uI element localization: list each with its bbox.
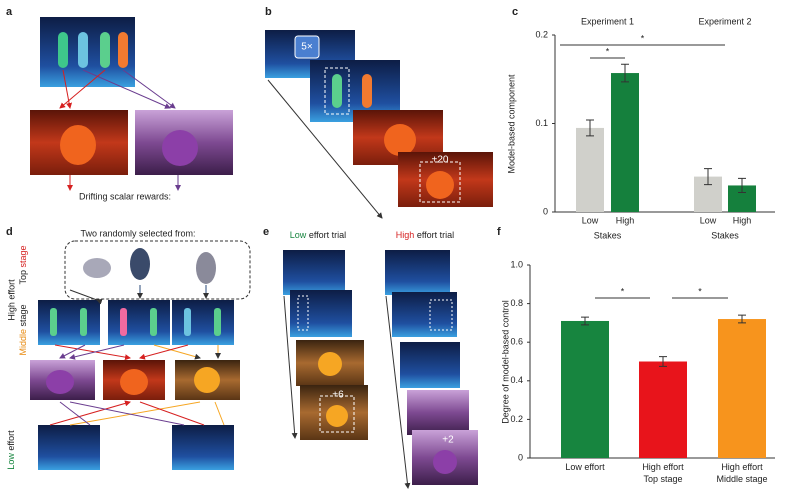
stage-label: Top stage [18, 245, 28, 284]
y-tick-label: 0 [543, 206, 548, 216]
group-label: Experiment 1 [581, 16, 634, 26]
panel-label: b [265, 6, 272, 18]
reward-label: +20 [432, 155, 449, 166]
panel-label: d [6, 226, 13, 238]
reward-label: +6 [332, 390, 344, 401]
bar [561, 320, 609, 458]
y-tick-label: 0.4 [510, 375, 523, 385]
significance-star: * [641, 33, 645, 43]
stage-label: High effort [6, 279, 16, 321]
reward-label: +2 [442, 435, 454, 446]
error-bar [738, 314, 746, 324]
bar [639, 361, 687, 458]
x-tick-label-line: Top stage [643, 474, 682, 484]
error-bar [738, 177, 746, 194]
x-tick-label: Low effort [565, 462, 605, 472]
bar [718, 319, 766, 458]
panel-d-graphics [30, 240, 251, 470]
y-tick-label: 0.2 [535, 29, 548, 39]
panel-e-graphics [283, 250, 478, 489]
group-axis-label: Stakes [594, 230, 622, 240]
x-tick-label-line: Low effort [565, 462, 605, 472]
panel-label: e [263, 226, 269, 238]
bar [611, 73, 639, 213]
y-axis-label: Degree of model-based control [500, 300, 510, 424]
bar [576, 127, 604, 212]
y-tick-label: 0 [518, 452, 523, 462]
group-label: Experiment 2 [698, 16, 751, 26]
x-tick-label: Low [582, 215, 599, 225]
y-axis-label: Model-based component [506, 74, 516, 174]
panel-label: f [497, 226, 501, 238]
error-bar [704, 168, 712, 186]
y-tick-label: 0.2 [510, 414, 523, 424]
x-tick-label-line: Middle stage [716, 474, 767, 484]
x-tick-label: High [733, 215, 752, 225]
significance-star: * [621, 286, 625, 296]
error-bar [659, 356, 667, 367]
trial-label: High effort trial [396, 230, 454, 240]
y-tick-label: 0.8 [510, 298, 523, 308]
stage-label: Low effort [6, 430, 16, 470]
error-bar [586, 119, 594, 137]
panel-label: c [512, 6, 518, 18]
group-axis-label: Stakes [711, 230, 739, 240]
y-tick-label: 0.6 [510, 337, 523, 347]
heading: Two randomly selected from: [80, 228, 195, 238]
x-tick-label: High effort Top stage [642, 462, 684, 484]
x-tick-label-line: High effort [721, 462, 763, 472]
panel-b-graphics [265, 30, 493, 219]
error-bar [581, 316, 589, 326]
trial-label: Low effort trial [290, 230, 346, 240]
significance-star: * [698, 286, 702, 296]
y-tick-label: 1.0 [510, 259, 523, 269]
x-tick-label: Low [700, 215, 717, 225]
panel-label: a [6, 6, 13, 18]
count-label: 5× [301, 42, 313, 53]
caption: Drifting scalar rewards: [79, 191, 171, 201]
x-tick-label: High [616, 215, 635, 225]
x-tick-label: High effort Middle stage [716, 462, 767, 484]
significance-star: * [606, 46, 610, 56]
x-tick-label-line: High effort [642, 462, 684, 472]
panel-a-graphics [30, 17, 233, 191]
y-tick-label: 0.1 [535, 118, 548, 128]
error-bar [621, 63, 629, 83]
stage-label: Middle stage [18, 304, 28, 355]
